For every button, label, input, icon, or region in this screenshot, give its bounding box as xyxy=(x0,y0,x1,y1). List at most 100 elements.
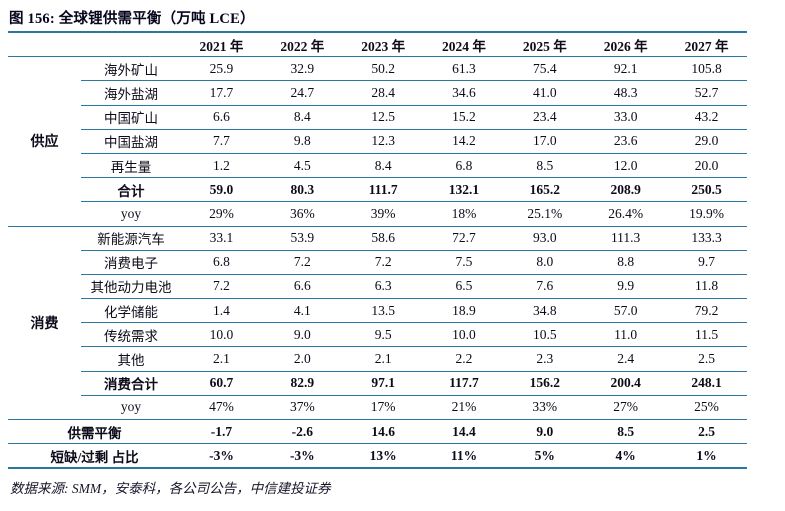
value-cell: 93.0 xyxy=(504,226,586,251)
value-cell: 14.4 xyxy=(423,419,505,445)
value-cell: 111.3 xyxy=(585,226,667,251)
value-cell: 52.7 xyxy=(666,80,747,106)
value-cell: 2.1 xyxy=(181,346,262,372)
value-cell: 9.5 xyxy=(342,322,424,348)
value-cell: 27% xyxy=(585,395,667,421)
value-cell: 8.4 xyxy=(342,153,424,179)
value-cell: 25.9 xyxy=(181,56,262,82)
value-cell: -1.7 xyxy=(181,419,262,445)
value-cell: 105.8 xyxy=(666,56,747,82)
value-cell: 53.9 xyxy=(261,226,343,251)
row-label-cell: 中国盐湖 xyxy=(81,129,182,154)
value-cell: 7.7 xyxy=(181,129,262,154)
value-cell: 13.5 xyxy=(342,298,424,324)
value-cell: 21% xyxy=(423,395,505,421)
value-cell: -3% xyxy=(209,447,234,463)
row-label-cell: 化学储能 xyxy=(81,298,182,324)
row-label-cell: 消费合计 xyxy=(81,371,182,396)
value-cell: 33% xyxy=(504,395,586,421)
supply-demand-table: 2021 年 2022 年 2023 年 2024 年 2025 年 2026 年 2027… xyxy=(8,31,747,470)
value-cell: 25.1% xyxy=(504,201,586,227)
value-cell: 58.6 xyxy=(342,226,424,251)
row-label-cell: 海外矿山 xyxy=(81,56,182,82)
value-cell: -2.6 xyxy=(261,419,343,445)
value-cell: 8.8 xyxy=(585,250,667,275)
value-cell: 33.1 xyxy=(181,226,262,251)
value-cell: 37% xyxy=(261,395,343,421)
value-cell: 59.0 xyxy=(181,177,262,203)
value-cell: 50.2 xyxy=(342,56,424,82)
value-cell: 117.7 xyxy=(423,371,505,396)
table-row: 消费 新能源汽车 33.1 53.9 58.6 72.7 93.0 111.3 133.3 xyxy=(8,226,747,420)
value-cell: 1.4 xyxy=(181,298,262,324)
summary-row: 短缺/过剩 占比 -3% -3% 13% 11% 5% 4% 1% xyxy=(8,444,747,469)
row-label-cell: 传统需求 xyxy=(81,322,182,348)
row-label-cell: 海外盐湖 xyxy=(81,80,182,106)
value-cell: 12.0 xyxy=(585,153,667,179)
summary-row: 供需平衡 -1.7 -2.6 14.6 14.4 9.0 8.5 2.5 xyxy=(8,419,747,445)
value-cell: 8.0 xyxy=(504,250,586,275)
value-cell: 47% xyxy=(181,395,262,421)
value-cell: 23.6 xyxy=(585,129,667,154)
value-cell: 4.5 xyxy=(261,153,343,179)
value-cell: 6.6 xyxy=(181,105,262,130)
group-label-cell: 消费 xyxy=(8,226,82,420)
value-cell: 18% xyxy=(423,201,505,227)
value-cell: 60.7 xyxy=(181,371,262,396)
value-cell: 32.9 xyxy=(261,56,343,82)
year-header-cell: 2021 年 xyxy=(181,32,262,58)
value-cell: 8.5 xyxy=(504,153,586,179)
value-cell: 7.2 xyxy=(342,250,424,275)
value-cell: 7.2 xyxy=(181,274,262,300)
year-header-cell: 2022 年 xyxy=(261,32,343,58)
table-row: 海外盐湖 17.7 24.7 28.4 34.6 41.0 48.3 52.7 xyxy=(8,80,747,106)
value-cell: 111.7 xyxy=(342,177,424,203)
table-row: 消费合计 60.7 82.9 97.1 117.7 156.2 200.4 248.1 xyxy=(8,371,747,396)
group-label-cell: 供应 xyxy=(8,56,82,227)
value-cell: 13% xyxy=(369,447,397,463)
value-cell: 29% xyxy=(181,201,262,227)
value-cell: 9.0 xyxy=(261,322,343,348)
value-cell: 9.7 xyxy=(666,250,747,275)
value-cell: 2.5 xyxy=(666,346,747,372)
value-cell: 36% xyxy=(261,201,343,227)
value-cell: 4% xyxy=(615,447,636,463)
value-cell: 8.5 xyxy=(585,419,667,445)
year-header-cell: 2023 年 xyxy=(342,32,424,58)
value-cell: 20.0 xyxy=(666,153,747,179)
value-cell: 14.2 xyxy=(423,129,505,154)
value-cell: 80.3 xyxy=(261,177,343,203)
value-cell: 11.0 xyxy=(585,322,667,348)
value-cell: 48.3 xyxy=(585,80,667,106)
row-label-cell: 消费电子 xyxy=(81,250,182,275)
value-cell: 11.5 xyxy=(666,322,747,348)
value-cell: 156.2 xyxy=(504,371,586,396)
row-label-cell: yoy xyxy=(81,395,182,421)
value-cell: 19.9% xyxy=(666,201,747,227)
value-cell: 10.5 xyxy=(504,322,586,348)
value-cell: 12.3 xyxy=(342,129,424,154)
row-label-cell: yoy xyxy=(81,201,182,227)
table-body: 供应 海外矿山 25.9 32.9 50.2 61.3 75.4 92.1 105.8 海外盐湖 1… xyxy=(8,56,747,469)
header-row: 2021 年 2022 年 2023 年 2024 年 2025 年 2026 年 2027… xyxy=(8,32,747,58)
value-cell: 14.6 xyxy=(342,419,424,445)
year-header-cell: 2025 年 xyxy=(504,32,586,58)
table-row: 合计 59.0 80.3 111.7 132.1 165.2 208.9 250.5 xyxy=(8,177,747,203)
row-label-cell: 再生量 xyxy=(81,153,182,179)
value-cell: 75.4 xyxy=(504,56,586,82)
corner-cell xyxy=(8,32,182,58)
row-label-cell: 新能源汽车 xyxy=(81,226,182,251)
value-cell: 250.5 xyxy=(666,177,747,203)
value-cell: 6.8 xyxy=(181,250,262,275)
value-cell: 208.9 xyxy=(585,177,667,203)
value-cell: 2.1 xyxy=(342,346,424,372)
value-cell: 18.9 xyxy=(423,298,505,324)
value-cell: 34.8 xyxy=(504,298,586,324)
table-header: 2021 年 2022 年 2023 年 2024 年 2025 年 2026 年 2027… xyxy=(8,32,747,58)
summary-label-cell: 供需平衡 xyxy=(8,419,182,445)
value-cell: 43.2 xyxy=(666,105,747,130)
value-cell: 9.8 xyxy=(261,129,343,154)
summary-label-cell: 短缺/过剩 占比 xyxy=(50,449,139,465)
value-cell: 11.8 xyxy=(666,274,747,300)
row-label-cell: 合计 xyxy=(81,177,182,203)
